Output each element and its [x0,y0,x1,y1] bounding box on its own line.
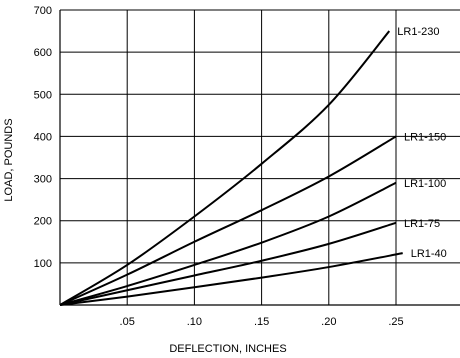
y-tick-label: 600 [34,47,52,59]
y-tick-label: 700 [34,5,52,17]
series-label: LR1-230 [397,26,439,38]
grid-lines [60,9,460,305]
x-tick-label: .10 [187,316,202,328]
y-tick-label: 100 [34,258,52,270]
series-line [59,135,397,306]
x-axis-label: DEFLECTION, INCHES [169,343,286,355]
x-tick-label: .25 [388,316,403,328]
x-tick-label: .05 [120,316,135,328]
series-label: LR1-150 [404,131,446,143]
y-axis-label: LOAD, POUNDS [3,118,15,201]
y-tick-label: 200 [34,216,52,228]
series-labels: LR1-230 LR1-150 LR1-100 LR1-75 LR1-40 [397,26,447,260]
y-tick-label: 300 [34,174,52,186]
x-tick-label: .15 [254,316,269,328]
y-tick-label: 500 [34,89,52,101]
x-axis-ticks: .05 .10 .15 .20 .25 [120,316,404,328]
series-line [59,181,397,306]
series-lines [59,30,403,306]
chart-axes [59,10,460,306]
series-label: LR1-40 [411,248,447,260]
series-line [59,221,397,306]
series-label: LR1-100 [404,178,446,190]
y-axis-ticks: 100 200 300 400 500 600 700 [34,5,52,270]
y-tick-label: 400 [34,131,52,143]
x-tick-label: .20 [321,316,336,328]
series-line [59,30,391,306]
series-line [59,252,403,306]
series-label: LR1-75 [404,218,440,230]
